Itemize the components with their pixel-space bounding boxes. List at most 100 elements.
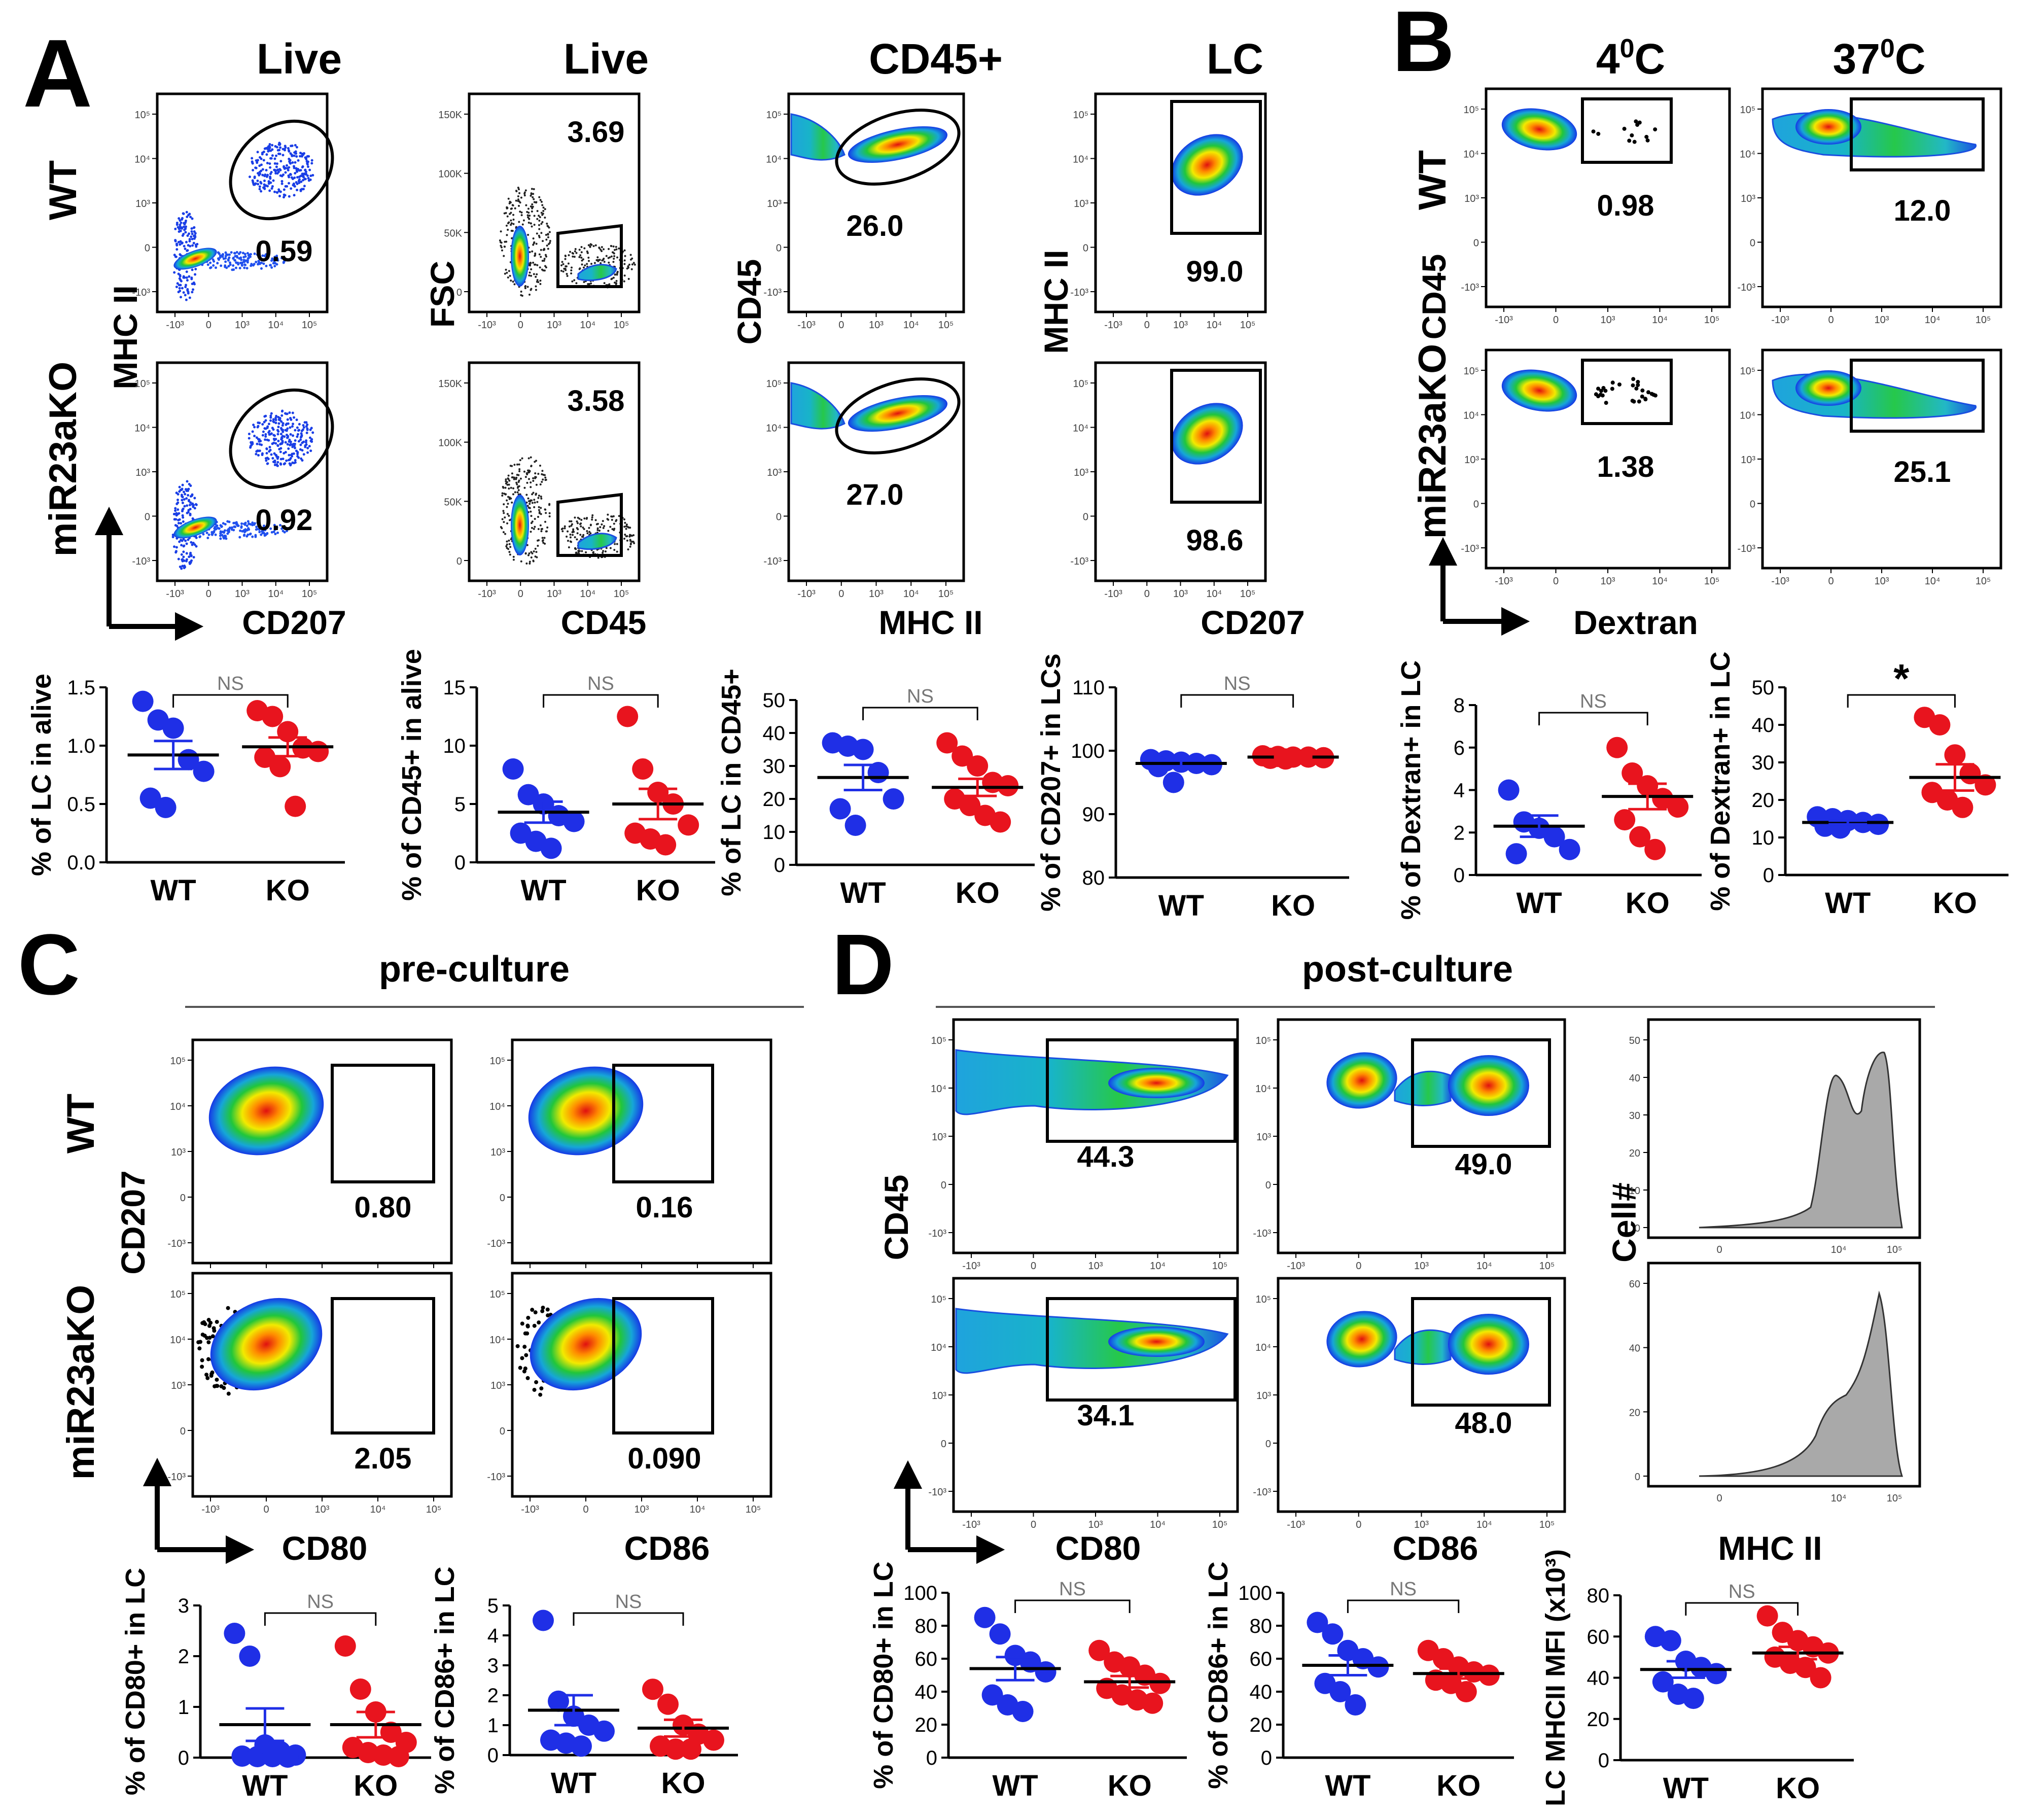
b-gate-dots <box>1610 380 1615 385</box>
b-gate-dots <box>1598 393 1603 397</box>
a2-dots-neg <box>546 222 548 225</box>
a2-density-neg <box>511 495 529 555</box>
a2-dots-neg <box>508 543 511 545</box>
a-row-label-wt: WT <box>42 160 85 220</box>
dotplot-11-ytick-label: 20 <box>1587 1708 1610 1731</box>
a2-dots-pos <box>568 254 570 257</box>
a2-dots-neg <box>504 533 507 535</box>
a2-dots-neg <box>530 194 532 197</box>
dotplot-4-category-wt: WT <box>1158 889 1204 922</box>
a2-dots-neg <box>530 465 533 467</box>
a1-dots-col <box>177 557 180 561</box>
c-edge-dots <box>526 1315 531 1320</box>
dotplot-1-ko-point <box>307 741 329 762</box>
a2-dots-pos <box>566 273 568 275</box>
a1-dots-gate <box>299 155 302 158</box>
d-density-right <box>1448 1055 1529 1116</box>
a2-dots-neg <box>542 539 544 541</box>
a1-dots-band <box>262 259 265 262</box>
a1-dots-band <box>266 532 269 535</box>
a2-dots-neg <box>527 554 530 556</box>
a1-dots-gate <box>251 179 254 182</box>
a2-dots-neg <box>513 476 516 479</box>
a1-dots-band <box>235 251 238 254</box>
a2-dots-neg <box>542 542 545 544</box>
a2-dots-neg <box>529 499 532 502</box>
a2-dots-neg <box>522 219 525 222</box>
a2-dots-neg <box>540 249 542 251</box>
a2-dots-pos <box>603 261 606 263</box>
a1-dots-col <box>185 298 188 301</box>
a1-plot-r2-xtick-label: 0 <box>206 588 212 600</box>
a1-dots-col <box>191 493 194 496</box>
a2-dots-neg <box>525 562 528 565</box>
a3-ylabel: CD45 <box>730 259 768 345</box>
a1-dots-col <box>191 268 194 271</box>
a2-dots-neg <box>535 285 537 288</box>
dotplot-6-ytick-label: 10 <box>1752 827 1775 849</box>
a1-dots-col <box>180 494 183 497</box>
d-gate <box>1411 1297 1551 1407</box>
a1-dots-gate <box>266 462 269 465</box>
a1-dots-gate <box>271 427 274 430</box>
a1-dots-band <box>262 262 265 265</box>
a2-dots-neg <box>537 539 539 542</box>
a2-dots-pos <box>603 282 606 285</box>
a1-dots-col <box>177 226 180 229</box>
c-plot-r1-c1-ytick-label: 10⁴ <box>170 1101 186 1112</box>
a2-dots-neg <box>507 474 510 477</box>
b-gate-dots <box>1591 129 1596 134</box>
a2-dots-neg <box>508 479 511 482</box>
a1-dots-band <box>242 534 245 537</box>
a4-plot-r2-xtick-label: 0 <box>1144 588 1150 600</box>
c-plot-r1-c2-ytick-label: 10⁵ <box>489 1056 505 1067</box>
d-plot-r2-c1-xtick-label: 10⁴ <box>1150 1519 1166 1530</box>
b-gate-dots <box>1636 379 1640 384</box>
a2-dots-neg <box>525 204 527 206</box>
a1-dots-gate <box>306 165 309 168</box>
a1-dots-col <box>178 284 181 287</box>
panel-letter-d: D <box>832 917 894 1013</box>
a1-dots-gate <box>284 462 287 465</box>
a2-dots-neg <box>546 526 549 529</box>
a2-dots-neg <box>538 219 541 222</box>
a2-dots-neg <box>506 271 508 274</box>
a4-plot-r2-frame <box>1094 361 1267 582</box>
a1-dots-gate <box>272 418 275 421</box>
a2-dots-neg <box>524 476 527 478</box>
b-plot-r2-c1-xtick-label: 10⁵ <box>1704 576 1720 587</box>
a1-dots-gate <box>288 462 291 465</box>
a2-dots-pos <box>597 260 600 262</box>
a2-dots-pos <box>629 534 631 536</box>
a1-dots-band <box>250 264 253 267</box>
a1-dots-gate <box>284 146 287 149</box>
a1-dots-gate <box>286 164 289 167</box>
c-edge-dots <box>226 1391 231 1396</box>
a1-dots-col <box>185 542 188 545</box>
a1-dots-gate <box>265 447 268 450</box>
a2-dots-neg <box>508 514 510 517</box>
a2-dots-pos <box>623 518 625 520</box>
a2-dots-neg <box>521 457 523 460</box>
a2-dots-pos <box>598 530 601 532</box>
a2-dots-neg <box>511 237 513 239</box>
a1-dots-col <box>175 248 179 251</box>
a2-dots-pos <box>560 269 562 272</box>
a2-dots-pos <box>596 256 599 259</box>
a1-dots-gate <box>253 176 256 179</box>
axes-arrow-d <box>893 1460 1005 1564</box>
dotplot-5-category-ko: KO <box>1626 887 1670 920</box>
a2-dots-pos <box>587 260 590 262</box>
a1-dots-col <box>190 235 193 238</box>
d-plot-r2-c2-ytick-label: 10³ <box>1256 1390 1271 1402</box>
hist-wt-ytick-label: 40 <box>1629 1073 1640 1084</box>
a1-dots-col <box>179 243 182 246</box>
a1-dots-band <box>220 525 223 528</box>
a3-plot-r2-xtick-label: 10⁵ <box>938 588 954 600</box>
a2-plot-r1-ytick-label: 50K <box>444 228 462 239</box>
a2-dots-neg <box>506 483 509 486</box>
a1-dots-gate <box>301 428 304 431</box>
dotplot-7-ko-point <box>349 1678 371 1700</box>
a1-dots-gate <box>275 162 278 165</box>
